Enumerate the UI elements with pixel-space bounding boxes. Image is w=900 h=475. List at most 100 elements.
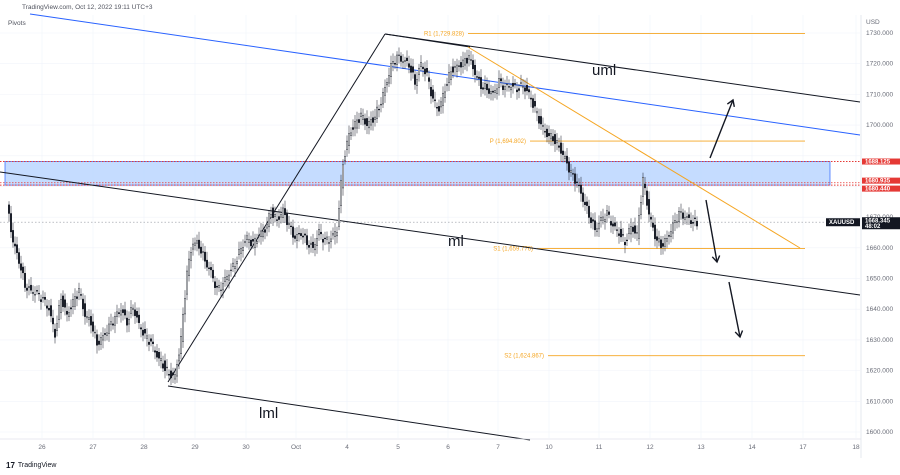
candle-body (484, 83, 487, 89)
candle-body (28, 286, 31, 289)
indicator-label[interactable]: Pivots (8, 20, 26, 27)
candle-body (364, 118, 367, 125)
x-tick-label: 12 (646, 444, 654, 451)
candle-body (646, 190, 649, 206)
candle-body (434, 99, 437, 101)
candle-body (91, 321, 94, 332)
candle-body (482, 87, 485, 90)
x-axis[interactable]: 26 27 28 29 30 Oct 4 5 6 7 10 11 12 13 14 17 18 (0, 438, 861, 451)
candle-body (115, 311, 118, 317)
price-tag-upper: 1688.125 (862, 158, 900, 166)
candle-body (610, 221, 613, 226)
candle-body (536, 111, 539, 114)
candle-body (376, 106, 379, 119)
candle-body (490, 91, 493, 95)
y-tick-label: 1650.000 (866, 276, 893, 283)
candle-body (131, 307, 134, 310)
candle-body (50, 305, 53, 317)
candle-body (179, 336, 182, 355)
candle-body (167, 374, 170, 376)
candle-body (60, 299, 63, 313)
candle-body (640, 202, 643, 215)
candle-body (358, 119, 361, 123)
candle-body (388, 75, 391, 84)
candle-body (538, 116, 541, 124)
candle-body (476, 76, 479, 78)
candle-body (292, 226, 295, 238)
candle-body (306, 235, 309, 246)
candle-body (318, 229, 321, 236)
candle-body (235, 261, 238, 265)
candle-body (682, 212, 685, 219)
candle-body (205, 259, 208, 268)
candle-body (604, 219, 607, 223)
candle-body (247, 239, 250, 243)
candle-body (290, 225, 293, 228)
candle-body (452, 66, 455, 73)
candle-body (63, 299, 66, 308)
candle-body (93, 331, 96, 334)
candle-body (678, 210, 681, 223)
blue-trendline (29, 13, 861, 136)
candle-body (394, 63, 397, 65)
candle-body (456, 64, 459, 72)
resistance-zone-rect (4, 161, 831, 186)
candle-body (177, 354, 180, 362)
candle-body (75, 296, 78, 299)
y-tick-label: 1620.000 (866, 368, 893, 375)
candle-body (408, 63, 411, 68)
candle-body (137, 314, 140, 323)
candle-body (266, 224, 269, 229)
x-tick-label: Oct (291, 444, 301, 451)
candle-body (145, 335, 148, 339)
candle-body (520, 82, 523, 84)
arrow-head (711, 255, 721, 264)
x-tick-label: 13 (697, 444, 705, 451)
candle-body (34, 294, 37, 296)
y-axis[interactable]: USD 1600.000 1610.000 1620.000 1630.000 1640.… (826, 15, 900, 458)
candle-body (598, 223, 601, 230)
candle-body (217, 285, 220, 288)
candle-body (22, 266, 25, 274)
candle-body (229, 269, 232, 272)
last-price-text: 1668.345 (865, 219, 891, 225)
candle-body (62, 295, 65, 307)
candle-body (159, 358, 162, 362)
x-tick-label: 14 (748, 444, 756, 451)
annotation-uml: uml (592, 62, 616, 79)
candle-body (360, 112, 363, 117)
candle-body (332, 233, 335, 236)
candle-body (512, 82, 515, 87)
candle-body (486, 83, 489, 91)
candle-body (546, 128, 549, 138)
candle-body (320, 231, 323, 235)
candle-body (428, 77, 431, 82)
candle-body (458, 65, 461, 67)
candle-body (71, 299, 74, 307)
candle-body (113, 316, 116, 326)
candle-body (688, 214, 691, 218)
candle-body (11, 230, 14, 243)
candle-body (237, 249, 240, 255)
candle-body (454, 66, 457, 68)
candle-body (602, 216, 605, 221)
x-tick-label: 7 (496, 444, 500, 451)
candle-body (18, 252, 21, 264)
candle-body (584, 201, 587, 206)
candle-body (620, 228, 623, 238)
candle-body (578, 184, 581, 187)
candle-body (654, 224, 657, 240)
candle-body (404, 60, 407, 62)
orange-downtrend-line (467, 46, 801, 249)
candle-body (574, 173, 577, 184)
candle-body (652, 222, 655, 228)
tradingview-logo[interactable]: 17 TradingView (6, 461, 56, 470)
candle-body (664, 238, 667, 247)
candle-body (161, 363, 164, 369)
candle-body (191, 243, 194, 250)
candle-body (442, 92, 445, 106)
candle-body (564, 155, 567, 159)
pivot-label-s2: S2 (1,624.867) (504, 354, 544, 360)
candle-body (496, 88, 499, 94)
